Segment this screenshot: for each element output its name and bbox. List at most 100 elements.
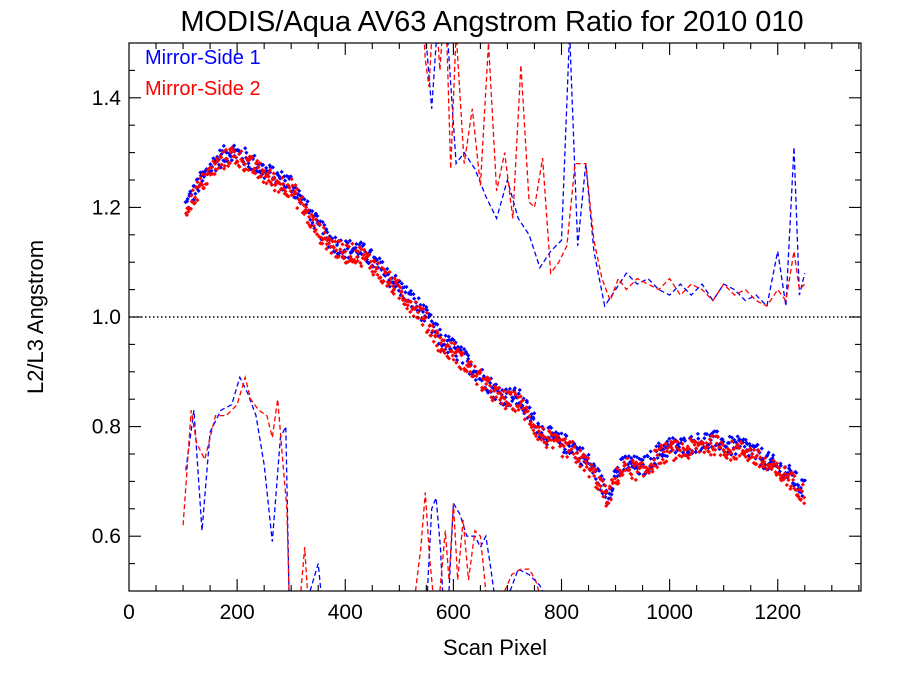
scatter-point [450,353,455,358]
scatter-point [468,369,473,375]
scatter-point [789,484,794,489]
scatter-point [695,441,701,446]
scatter-point [673,456,679,461]
scatter-point [702,436,707,441]
scatter-point [322,222,327,228]
scatter-point [302,197,307,202]
scatter-point [338,238,343,243]
scatter-point [200,172,205,177]
scatter-point [403,290,408,295]
scatter-point [577,464,583,469]
scatter-point [733,451,738,457]
scatter-point [755,442,760,447]
scatter-point [408,292,414,297]
scatter-point [252,171,258,176]
scatter-point [462,347,467,352]
scatter-point [522,417,527,422]
scatter-point [252,166,258,171]
scatter-point [433,330,439,335]
scatter-point [661,449,666,455]
scatter-point [420,309,426,314]
scatter-point [629,472,634,477]
scatter-point [742,450,747,456]
scatter-point [189,193,194,198]
scatter-point [353,260,358,265]
scatter-point [438,335,443,340]
scatter-point [449,338,454,343]
scatter-point [388,276,393,281]
scatter-point [598,488,603,493]
plot-area [182,43,808,591]
scatter-point [273,182,278,188]
scatter-point [504,391,509,396]
scatter-point [216,162,222,167]
scatter-point [363,255,368,260]
scatter-point [664,448,670,454]
scatter-point [221,149,226,155]
scatter-point [449,340,454,345]
scatter-point [783,471,788,476]
scatter-point [781,477,786,482]
scatter-point [524,400,530,405]
scatter-point [635,469,640,474]
scatter-point [453,346,458,351]
scatter-point [556,431,561,437]
scatter-point [613,480,618,485]
plot-frame [128,42,862,592]
scatter-point [479,388,485,393]
scatter-point [313,227,318,232]
scatter-point [427,323,433,328]
scatter-point [310,209,315,214]
scatter-point [735,442,740,447]
scatter-point [198,176,203,181]
scatter-point [743,454,748,460]
scatter-point [643,465,649,470]
scatter-point [487,377,492,382]
scatter-point [682,452,687,457]
scatter-point [535,437,541,442]
scatter-point [368,259,373,264]
scatter-point [412,296,417,301]
scatter-point [552,435,557,440]
scatter-point [660,457,665,462]
scatter-point [372,259,377,264]
scatter-point [446,356,452,361]
scatter-point [550,445,555,450]
scatter-point [594,480,599,486]
scatter-point [746,457,751,462]
scatter-point [625,462,631,467]
scatter-point [379,265,385,270]
scatter-point [778,461,783,466]
scatter-point [606,500,611,506]
scatter-point [576,459,581,464]
scatter-point [354,255,360,260]
scatter-point [480,376,486,381]
scatter-point [326,241,332,246]
scatter-point [261,162,266,167]
scatter-point [267,167,273,173]
scatter-point [525,415,530,420]
scatter-point [393,284,398,289]
scatter-point [284,184,289,190]
scatter-point [622,460,627,465]
scatter-point [412,306,417,311]
scatter-point [618,473,623,478]
scatter-point [328,244,334,249]
scatter-point [583,459,588,464]
scatter-point [325,230,330,235]
scatter-point [571,451,576,456]
scatter-point [734,456,739,461]
scatter-point [540,424,545,429]
scatter-point [283,189,288,194]
scatter-point [532,431,537,436]
scatter-point [603,483,608,488]
scatter-point [549,425,554,431]
scatter-point [593,476,598,482]
scatter-point [454,360,459,365]
scatter-point [222,163,227,169]
scatter-point [493,387,498,392]
scatter-point [310,217,315,222]
scatter-point [442,350,447,356]
scatter-point [665,445,670,451]
